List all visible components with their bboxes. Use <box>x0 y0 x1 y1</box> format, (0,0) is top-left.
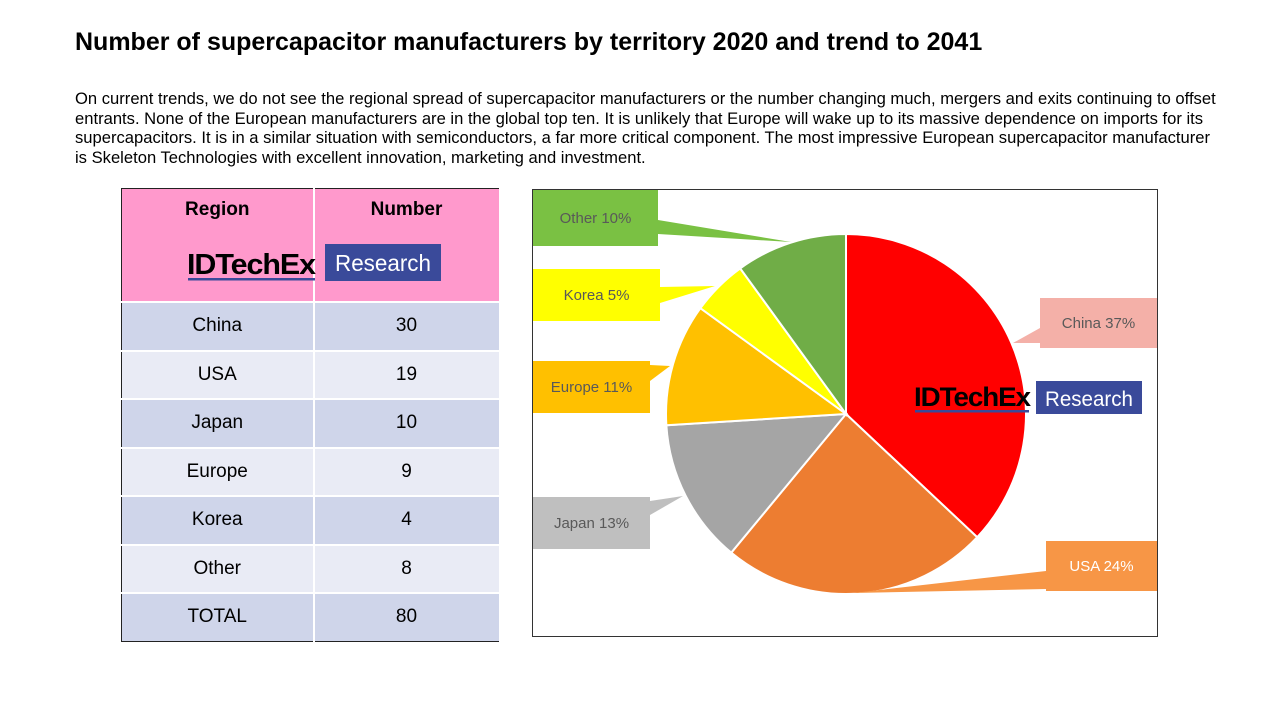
callout-box <box>1046 541 1157 591</box>
callout-pointer <box>660 286 715 303</box>
region-cell: Korea <box>121 495 315 545</box>
callout-usa: USA 24% <box>853 541 1157 593</box>
pie-slice-europe <box>665 306 849 427</box>
callout-label: Japan 13% <box>554 515 629 532</box>
callout-pointer <box>853 571 1046 593</box>
callout-pointer <box>650 496 683 515</box>
region-cell: Japan <box>121 398 315 448</box>
number-cell: 30 <box>313 301 499 351</box>
region-cell: USA <box>121 349 315 399</box>
idtechex-logo-table: IDTechEx Research <box>187 243 447 283</box>
table-row: Korea 4 <box>121 495 499 545</box>
region-cell: Other <box>121 543 315 593</box>
callout-pointer <box>1013 328 1040 343</box>
number-cell: 9 <box>313 446 499 496</box>
logo-brand-text: IDTechEx <box>187 249 316 281</box>
callout-pointer <box>658 220 791 242</box>
pie-slice-japan <box>665 412 849 555</box>
callout-label: China 37% <box>1062 315 1135 332</box>
logo-underline <box>188 278 315 281</box>
callout-other: Other 10% <box>533 190 791 246</box>
number-cell: 80 <box>313 592 499 641</box>
table-row: USA 19 <box>121 349 499 399</box>
callout-label: Europe 11% <box>551 379 632 396</box>
callout-china: China 37% <box>1013 298 1157 348</box>
callout-box <box>533 497 650 549</box>
number-cell: 19 <box>313 349 499 399</box>
table-row: China 30 <box>121 301 499 351</box>
intro-paragraph: On current trends, we do not see the reg… <box>75 89 1216 167</box>
callout-box <box>533 190 658 246</box>
table-row: Other 8 <box>121 543 499 593</box>
table-header-row: Region Number <box>121 188 499 302</box>
pie-chart-area: China 37% USA 24% Japan 13% Europe 11% Korea… <box>532 189 1158 637</box>
table-row: TOTAL 80 <box>121 592 499 641</box>
callout-box <box>533 361 650 413</box>
pie-slice-china <box>845 232 1027 539</box>
page-title: Number of supercapacitor manufacturers b… <box>75 28 983 56</box>
callout-korea: Korea 5% <box>533 269 715 321</box>
manufacturers-table: Region Number China 30 USA 19 Japan 10 E… <box>121 188 499 642</box>
chart-logo-tag-text: Research <box>1045 388 1133 411</box>
number-cell: 10 <box>313 398 499 448</box>
table-row: Europe 9 <box>121 446 499 496</box>
region-cell: Europe <box>121 446 315 496</box>
header-number: Number <box>313 188 499 302</box>
pie-slice-usa <box>729 412 979 595</box>
callout-box <box>1040 298 1157 348</box>
idtechex-logo-chart: IDTechEx Research <box>914 381 1142 414</box>
table-row: Japan 10 <box>121 398 499 448</box>
callout-label: Korea 5% <box>564 287 630 304</box>
number-cell: 4 <box>313 495 499 545</box>
header-number-label: Number <box>370 199 443 220</box>
pie-chart: China 37% USA 24% Japan 13% Europe 11% Korea… <box>533 190 1157 595</box>
logo-tag-text: Research <box>335 250 431 276</box>
number-cell: 8 <box>313 543 499 593</box>
header-region: Region <box>121 188 315 302</box>
callout-japan: Japan 13% <box>533 496 683 549</box>
callout-box <box>533 269 660 321</box>
callout-label: Other 10% <box>560 210 632 227</box>
callout-label: USA 24% <box>1069 558 1133 575</box>
region-cell: China <box>121 301 315 351</box>
header-region-label: Region <box>185 199 250 220</box>
chart-logo-underline <box>915 410 1029 413</box>
chart-logo-brand-text: IDTechEx <box>914 382 1031 412</box>
pie-slice-other <box>738 232 847 418</box>
logo-tag-box <box>325 244 441 281</box>
callout-europe: Europe 11% <box>533 361 670 413</box>
chart-logo-tag-box <box>1036 381 1142 414</box>
callout-pointer <box>650 365 670 381</box>
region-cell: TOTAL <box>121 592 315 641</box>
